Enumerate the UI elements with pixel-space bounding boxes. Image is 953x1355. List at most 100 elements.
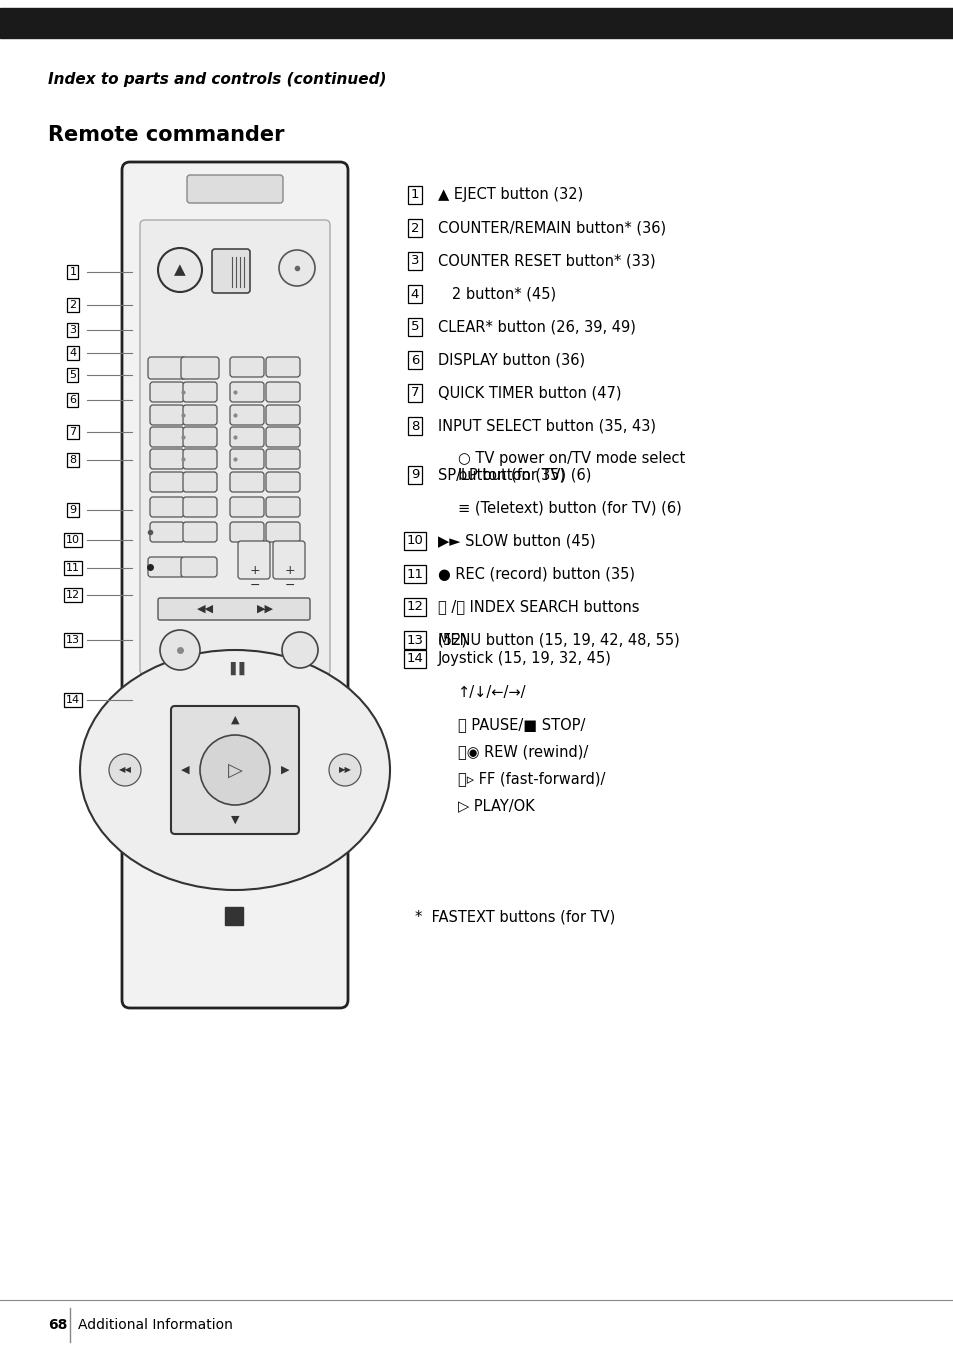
FancyBboxPatch shape	[150, 472, 184, 492]
Text: 6: 6	[70, 396, 76, 405]
Text: Index to parts and controls (continued): Index to parts and controls (continued)	[48, 72, 386, 87]
Text: +: +	[250, 564, 260, 576]
Bar	[0, 8, 953, 38]
Circle shape	[200, 734, 270, 805]
Text: ◀: ◀	[180, 766, 189, 775]
FancyBboxPatch shape	[122, 163, 348, 1008]
FancyBboxPatch shape	[158, 598, 310, 621]
FancyBboxPatch shape	[181, 557, 216, 577]
Text: 12: 12	[66, 589, 80, 600]
FancyBboxPatch shape	[150, 497, 184, 518]
Text: 13: 13	[406, 634, 423, 646]
FancyBboxPatch shape	[266, 382, 299, 402]
FancyBboxPatch shape	[181, 356, 219, 379]
FancyBboxPatch shape	[212, 249, 250, 293]
Text: 5: 5	[70, 370, 76, 379]
FancyBboxPatch shape	[266, 522, 299, 542]
Text: 5: 5	[411, 321, 418, 333]
FancyBboxPatch shape	[187, 175, 283, 203]
Circle shape	[278, 251, 314, 286]
Circle shape	[329, 753, 360, 786]
FancyBboxPatch shape	[230, 522, 264, 542]
Text: ⏸ PAUSE/■ STOP/: ⏸ PAUSE/■ STOP/	[457, 718, 585, 733]
FancyBboxPatch shape	[230, 427, 264, 447]
Text: 11: 11	[66, 562, 80, 573]
Text: 3: 3	[70, 325, 76, 335]
FancyBboxPatch shape	[230, 449, 264, 469]
Text: ⏩▹ FF (fast-forward)/: ⏩▹ FF (fast-forward)/	[457, 771, 605, 786]
Text: 9: 9	[411, 469, 418, 481]
Circle shape	[109, 753, 141, 786]
Text: 3: 3	[411, 255, 418, 267]
Text: QUICK TIMER button (47): QUICK TIMER button (47)	[437, 386, 620, 401]
Text: −: −	[250, 579, 260, 592]
Text: 4: 4	[411, 287, 418, 301]
Ellipse shape	[80, 650, 390, 890]
FancyBboxPatch shape	[230, 497, 264, 518]
FancyBboxPatch shape	[266, 356, 299, 377]
FancyBboxPatch shape	[266, 405, 299, 425]
FancyBboxPatch shape	[148, 356, 186, 379]
Text: ▷ PLAY/OK: ▷ PLAY/OK	[457, 798, 535, 813]
Text: 2: 2	[411, 221, 418, 234]
FancyBboxPatch shape	[183, 522, 216, 542]
Circle shape	[158, 248, 202, 291]
Text: MENU button (15, 19, 42, 48, 55): MENU button (15, 19, 42, 48, 55)	[437, 633, 679, 648]
Text: 12: 12	[406, 600, 423, 614]
Text: button (for TV) (6): button (for TV) (6)	[457, 467, 591, 482]
Text: ▷: ▷	[227, 760, 242, 779]
Text: 11: 11	[406, 568, 423, 580]
Text: ▲: ▲	[174, 263, 186, 278]
FancyBboxPatch shape	[230, 405, 264, 425]
Text: 10: 10	[406, 534, 423, 547]
Text: 6: 6	[411, 354, 418, 366]
Text: (52): (52)	[437, 633, 468, 648]
Text: COUNTER RESET button* (33): COUNTER RESET button* (33)	[437, 253, 655, 268]
Text: 8: 8	[411, 420, 418, 432]
FancyBboxPatch shape	[230, 356, 264, 377]
FancyBboxPatch shape	[148, 557, 184, 577]
Text: ≡ (Teletext) button (for TV) (6): ≡ (Teletext) button (for TV) (6)	[457, 500, 681, 515]
FancyBboxPatch shape	[183, 405, 216, 425]
FancyBboxPatch shape	[237, 541, 270, 579]
FancyBboxPatch shape	[150, 405, 184, 425]
FancyBboxPatch shape	[150, 522, 184, 542]
Text: Joystick (15, 19, 32, 45): Joystick (15, 19, 32, 45)	[437, 652, 611, 667]
Text: 1: 1	[411, 188, 418, 202]
FancyBboxPatch shape	[266, 497, 299, 518]
Text: ▶► SLOW button (45): ▶► SLOW button (45)	[437, 534, 595, 549]
FancyBboxPatch shape	[183, 427, 216, 447]
FancyBboxPatch shape	[266, 449, 299, 469]
Text: 14: 14	[406, 653, 423, 665]
Text: ▶▶: ▶▶	[256, 604, 274, 614]
FancyBboxPatch shape	[140, 220, 330, 675]
Text: 9: 9	[70, 505, 76, 515]
FancyBboxPatch shape	[230, 472, 264, 492]
Text: ▶: ▶	[280, 766, 289, 775]
Text: ▲ EJECT button (32): ▲ EJECT button (32)	[437, 187, 582, 202]
Text: DISPLAY button (36): DISPLAY button (36)	[437, 352, 584, 367]
Text: ◀◀: ◀◀	[118, 766, 132, 775]
FancyBboxPatch shape	[150, 449, 184, 469]
FancyBboxPatch shape	[230, 382, 264, 402]
Text: ↑/↓/←/→/: ↑/↓/←/→/	[457, 684, 526, 699]
Text: 2: 2	[70, 299, 76, 310]
Text: ▶▶: ▶▶	[338, 766, 351, 775]
FancyBboxPatch shape	[266, 427, 299, 447]
Text: INPUT SELECT button (35, 43): INPUT SELECT button (35, 43)	[437, 419, 656, 434]
Text: COUNTER/REMAIN button* (36): COUNTER/REMAIN button* (36)	[437, 221, 665, 236]
Text: 14: 14	[66, 695, 80, 705]
Text: ▐▐: ▐▐	[225, 661, 244, 675]
Text: Additional Information: Additional Information	[78, 1318, 233, 1332]
Text: 7: 7	[70, 427, 76, 438]
Text: CLEAR* button (26, 39, 49): CLEAR* button (26, 39, 49)	[437, 320, 636, 335]
Text: +: +	[284, 564, 295, 576]
Circle shape	[282, 631, 317, 668]
FancyBboxPatch shape	[183, 472, 216, 492]
Text: ● REC (record) button (35): ● REC (record) button (35)	[437, 566, 635, 581]
FancyBboxPatch shape	[171, 706, 298, 833]
FancyBboxPatch shape	[150, 427, 184, 447]
Text: ▲: ▲	[231, 715, 239, 725]
Text: *  FASTEXT buttons (for TV): * FASTEXT buttons (for TV)	[415, 911, 615, 925]
Text: ▼: ▼	[231, 814, 239, 825]
